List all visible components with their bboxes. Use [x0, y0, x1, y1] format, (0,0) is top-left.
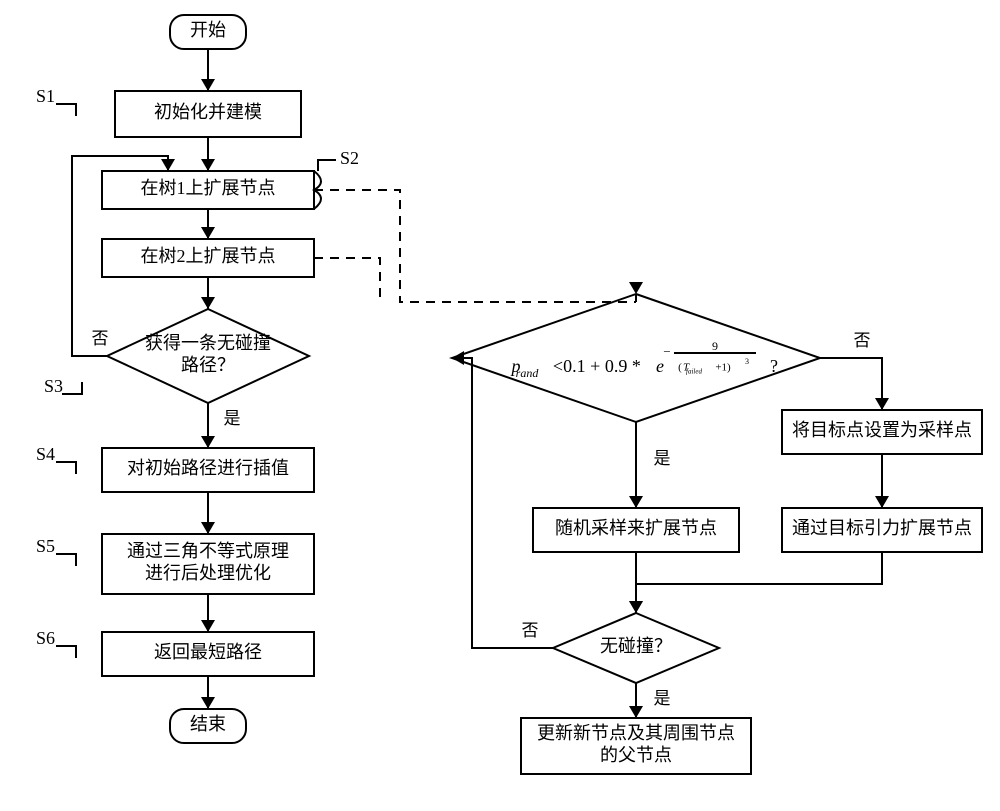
- step-label-S3: S3: [44, 376, 63, 396]
- svg-text:+1): +1): [715, 362, 731, 374]
- edge-d_tree2_prand: [314, 258, 380, 302]
- flowchart-canvas: 开始初始化并建模在树1上扩展节点在树2上扩展节点获得一条无碰撞路径？对初始路径进…: [0, 0, 1000, 811]
- node-init: 初始化并建模: [115, 91, 301, 137]
- node-label-q_free: 无碰撞？: [600, 636, 672, 656]
- step-label-S5: S5: [36, 536, 55, 556]
- node-q_free: 无碰撞？: [553, 613, 719, 683]
- node-label-q_path-0: 获得一条无碰撞: [145, 333, 271, 353]
- node-label-tri-1: 进行后处理优化: [145, 563, 271, 583]
- node-tree2: 在树2上扩展节点: [102, 239, 314, 277]
- step-pointer-S4: [56, 462, 76, 474]
- svg-text:failed: failed: [686, 368, 702, 376]
- edge-label-e_qprand_no: 否: [854, 331, 871, 350]
- node-label-interp: 对初始路径进行插值: [127, 458, 289, 478]
- node-label-end: 结束: [190, 714, 226, 734]
- edge-e_bygoal_join: [636, 552, 882, 613]
- node-label-tree2: 在树2上扩展节点: [141, 246, 276, 266]
- node-label-ret: 返回最短路径: [154, 642, 262, 662]
- step-pointer-S1: [56, 104, 76, 116]
- edge-label-e_qpath_interp: 是: [224, 409, 241, 428]
- node-label-init: 初始化并建模: [154, 102, 262, 122]
- svg-text:rand: rand: [516, 366, 540, 380]
- node-label-bygoal: 通过目标引力扩展节点: [792, 518, 972, 538]
- svg-text:<: <: [553, 356, 563, 376]
- step-label-S1: S1: [36, 86, 55, 106]
- node-bygoal: 通过目标引力扩展节点: [782, 508, 982, 552]
- step-label-S4: S4: [36, 444, 55, 464]
- node-update: 更新新节点及其周围节点的父节点: [521, 718, 751, 774]
- node-label-rand: 随机采样来扩展节点: [555, 518, 717, 538]
- node-tree1: 在树1上扩展节点: [102, 171, 314, 209]
- node-interp: 对初始路径进行插值: [102, 448, 314, 492]
- node-start: 开始: [170, 15, 246, 49]
- edge-d_tree1_prand: [314, 190, 636, 302]
- svg-text:(: (: [678, 362, 682, 374]
- node-label-update-0: 更新新节点及其周围节点: [537, 723, 735, 743]
- node-label-tri-0: 通过三角不等式原理: [127, 541, 289, 561]
- node-q_path: 获得一条无碰撞路径？: [107, 309, 309, 403]
- step-pointer-S2: [318, 160, 336, 171]
- node-ret: 返回最短路径: [102, 632, 314, 676]
- node-label-tree1: 在树1上扩展节点: [141, 178, 276, 198]
- svg-text:9: 9: [712, 339, 718, 353]
- node-label-setgoal: 将目标点设置为采样点: [792, 420, 972, 440]
- step-pointer-S5: [56, 554, 76, 566]
- step-label-S2: S2: [340, 148, 359, 168]
- step-label-S6: S6: [36, 628, 55, 648]
- svg-text:3: 3: [745, 357, 749, 366]
- step-pointer-S3: [62, 382, 82, 394]
- node-rand: 随机采样来扩展节点: [533, 508, 739, 552]
- step-pointer-S6: [56, 646, 76, 658]
- svg-text:0.1 + 0.9 *: 0.1 + 0.9 *: [563, 356, 641, 376]
- node-label-update-1: 的父节点: [600, 745, 672, 765]
- svg-text:−: −: [663, 344, 670, 359]
- edge-label-e_qfree_update: 是: [654, 689, 671, 708]
- edge-e_qprand_no: [820, 358, 882, 410]
- edge-label-e_qprand_rand: 是: [654, 449, 671, 468]
- node-label-start: 开始: [190, 20, 226, 40]
- edge-label-e_qpath_no: 否: [92, 329, 109, 348]
- node-tri: 通过三角不等式原理进行后处理优化: [102, 534, 314, 594]
- node-label-q_path-1: 路径？: [181, 355, 235, 375]
- edge-e_qfree_no: [452, 358, 553, 648]
- edge-label-e_qfree_no: 否: [522, 621, 539, 640]
- node-end: 结束: [170, 709, 246, 743]
- svg-text:e: e: [656, 356, 664, 376]
- node-setgoal: 将目标点设置为采样点: [782, 410, 982, 454]
- svg-text:?: ?: [770, 356, 778, 376]
